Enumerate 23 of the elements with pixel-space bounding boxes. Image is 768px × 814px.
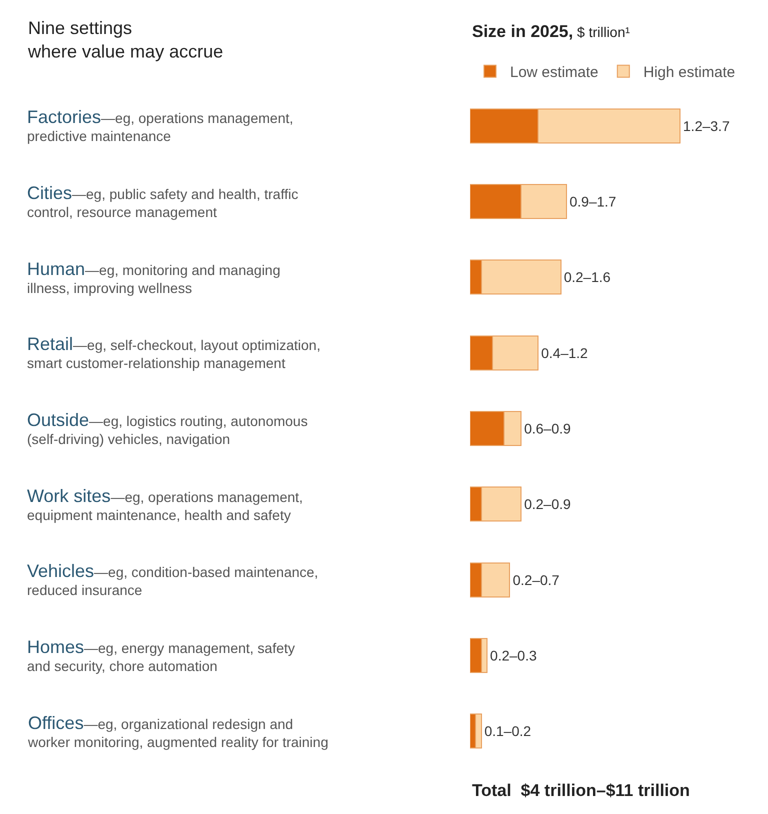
y-tick-label: Homes—eg, energy management, safety and security, chore automation: [27, 637, 295, 674]
data-label: 0.1–0.2: [484, 723, 532, 740]
y-tick-label: Human—eg, monitoring and managing illness, improving wellness: [27, 259, 280, 296]
y-tick-label: Cities—eg, public safety and health, traffic control, resource management: [27, 183, 298, 220]
data-label: 0.2–0.3: [490, 648, 537, 664]
y-tick-label: Work sites—eg, operations management, equipment maintenance, health and safety: [27, 486, 303, 524]
data-label: 0.4–1.2: [541, 344, 588, 361]
data-label: 0.2–1.6: [564, 269, 611, 286]
text: Nine settings where value may accrue: [27, 18, 224, 62]
data-label: 1.2–3.7: [683, 118, 730, 134]
data-label: 0.2–0.9: [524, 496, 572, 512]
legend-label: High estimate: [643, 64, 736, 82]
data-label: 0.2–0.7: [512, 572, 560, 588]
legend-label: Low estimate: [510, 64, 598, 82]
y-tick-label: Vehicles—eg, condition-based maintenance, reduced insurance: [27, 561, 318, 598]
data-label: 0.6–0.9: [524, 420, 572, 436]
y-tick-label: Factories—eg, operations management, predictive maintenance: [27, 107, 294, 144]
data-label: 0.9–1.7: [570, 194, 616, 210]
y-tick-label: Offices—eg, organizational redesign and worker monitoring, augmented reality for training: [27, 713, 328, 750]
chart-subtitle: Size in 2025, $ trillion¹: [472, 22, 630, 41]
y-tick-label: Retail—eg, self-checkout, layout optimization, smart customer-relationship management: [27, 334, 320, 372]
text: Total $4 trillion–$11 trillion: [472, 781, 690, 800]
y-tick-label: Outside—eg, logistics routing, autonomous (self-driving) vehicles, navigation: [27, 410, 308, 448]
